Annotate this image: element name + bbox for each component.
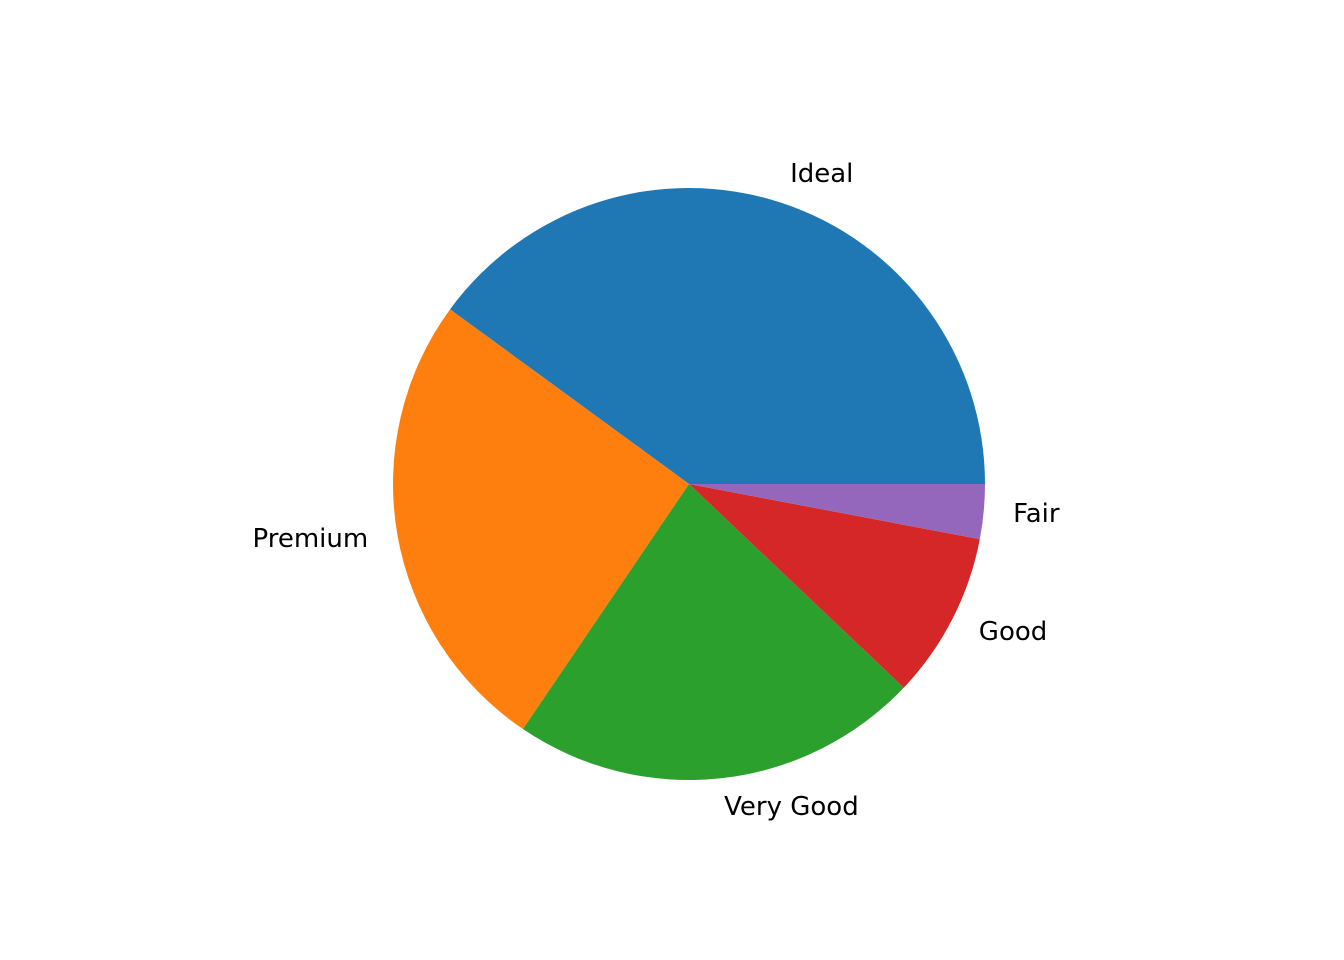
pie-slice-good bbox=[689, 484, 980, 688]
pie-labels: Ideal Premium Very Good Good Fair bbox=[253, 159, 1060, 822]
pie-label-premium: Premium bbox=[253, 524, 369, 554]
pie-slice-very-good bbox=[522, 484, 904, 780]
pie-label-very-good: Very Good bbox=[724, 792, 859, 822]
pie-slices bbox=[393, 187, 985, 780]
pie-label-ideal: Ideal bbox=[790, 159, 853, 189]
pie-slice-ideal bbox=[450, 187, 985, 484]
pie-slice-fair bbox=[689, 484, 985, 540]
pie-label-fair: Fair bbox=[1013, 499, 1060, 529]
pie-label-good: Good bbox=[979, 617, 1047, 647]
pie-slice-premium bbox=[393, 309, 689, 730]
